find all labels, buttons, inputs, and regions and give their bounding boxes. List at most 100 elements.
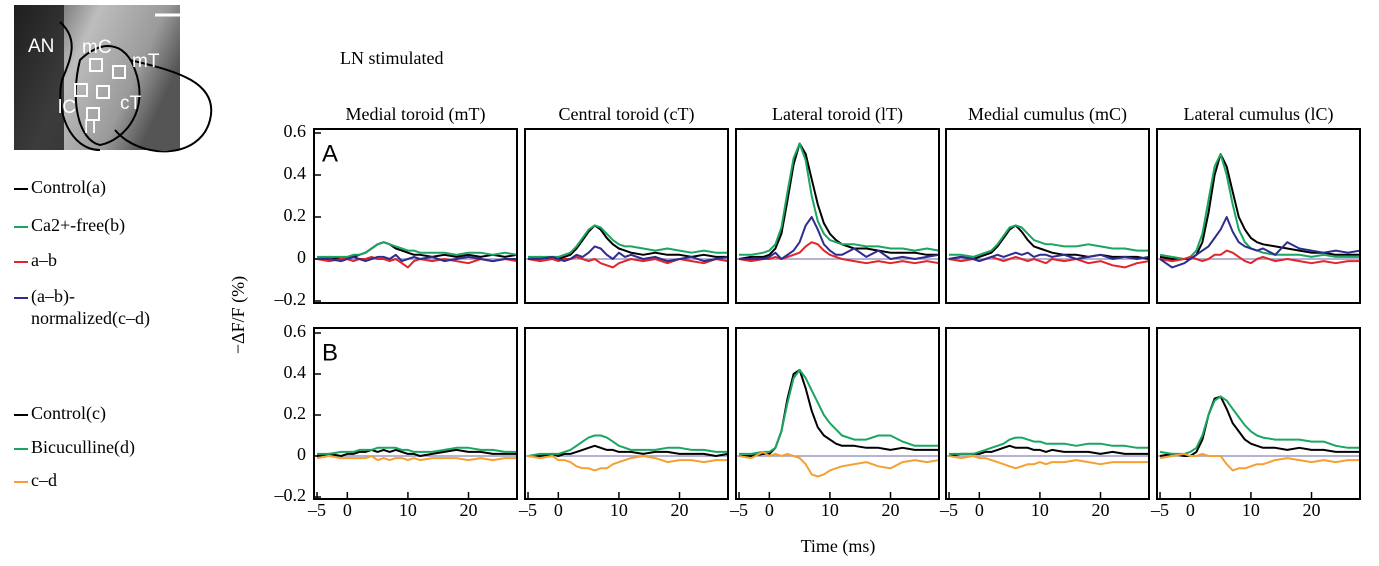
series-line [738,450,940,478]
series-line [1159,153,1360,260]
legend-item: Bicuculline(d) [14,436,199,458]
series-line [528,224,728,258]
panel-title: Lateral cumulus (lC) [1184,104,1334,125]
x-tick-label: 20 [1303,500,1321,520]
y-tick-label: 0.2 [284,403,307,423]
series-line [316,455,517,462]
panel-frame [1156,327,1361,500]
legend-item: Control(c) [14,402,199,424]
legend-swatch [14,448,28,450]
panel-frame [735,327,940,500]
panel-letter: B [322,339,338,366]
series-line [317,446,517,455]
series-line [528,444,729,457]
panel-frame [313,327,518,500]
x-tick-label: 10 [399,500,417,520]
y-tick-label: –0.2 [274,289,307,309]
legend-label: (a–b)-normalized(c–d) [31,286,150,328]
legend-swatch [14,188,28,190]
panel-frame [313,128,518,304]
series-line [316,255,518,269]
series-line [738,142,939,260]
series-line [1159,452,1360,472]
inset-label: cT [120,93,142,114]
legend-item: Ca2+-free(b) [14,214,199,236]
series-line [1159,153,1360,260]
series-line [1159,395,1360,455]
panel-letter: A [322,140,338,167]
y-tick-label: 0.6 [284,321,307,341]
x-tick-label: 0 [343,500,352,520]
y-tick-label: 0.4 [284,362,307,382]
x-tick-label: –5 [1150,500,1169,520]
series-line [739,368,939,455]
series-line [948,455,1149,470]
legend-label: Control(c) [31,403,106,423]
x-tick-label: 0 [765,500,774,520]
panel-frame [945,327,1150,500]
inset-image [14,5,213,153]
inset-label: mC [82,37,112,58]
legend-swatch [14,226,28,228]
series-line [948,444,1149,457]
series-line [316,448,517,457]
x-tick-label: 0 [1186,500,1195,520]
legend-swatch [14,297,28,299]
series-line [949,436,1149,455]
legend-label: a–b [31,250,57,270]
series-line [1159,249,1360,265]
x-axis-label: Time (ms) [801,536,876,557]
panel-title: Medial toroid (mT) [346,104,486,125]
panel-frame [945,128,1150,304]
y-tick-label: 0.4 [284,163,307,183]
legend-item: Control(a) [14,176,199,198]
x-tick-label: 10 [1242,500,1260,520]
legend-item: a–b [14,249,199,271]
legend-swatch [14,261,28,263]
legend-label: c–d [31,470,57,490]
series-line [1159,216,1361,269]
series-line [317,253,517,263]
y-tick-label: 0.6 [284,121,307,141]
x-tick-label: –5 [729,500,748,520]
legend-item: (a–b)-normalized(c–d) [14,285,164,329]
y-tick-label: 0 [297,247,306,267]
x-tick-label: –5 [518,500,537,520]
x-tick-label: 0 [975,500,984,520]
x-tick-label: 0 [554,500,563,520]
panel-frame [735,128,940,304]
series-line [1159,395,1360,457]
series-line [948,251,1150,263]
figure-title: LN stimulated [340,48,443,68]
inset-label: mT [132,51,160,72]
series-line [317,241,518,258]
series-line [527,455,728,472]
legend-item: c–d [14,469,199,491]
series-line [949,224,1149,258]
legend-label: Bicuculline(d) [31,437,135,457]
x-tick-label: –5 [307,500,326,520]
y-tick-label: 0.2 [284,205,307,225]
series-line [739,216,940,260]
series-line [527,224,728,260]
x-tick-label: 10 [610,500,628,520]
y-tick-label: –0.2 [274,485,307,505]
panel-frame [524,128,729,304]
x-tick-label: –5 [939,500,958,520]
legend-label: Ca2+-free(b) [31,215,126,235]
panel-title: Central toroid (cT) [559,104,695,125]
panel-frame [1156,128,1361,304]
x-tick-label: 20 [460,500,478,520]
x-tick-label: 10 [1031,500,1049,520]
panel-frame [524,327,729,500]
x-tick-label: 10 [821,500,839,520]
panel-title: Medial cumulus (mC) [968,104,1127,125]
panel-title: Lateral toroid (lT) [772,104,903,125]
series-line [739,142,940,256]
x-tick-label: 20 [671,500,689,520]
inset-label: lT [84,117,100,138]
x-tick-label: 20 [1092,500,1110,520]
y-tick-label: 0 [297,444,306,464]
